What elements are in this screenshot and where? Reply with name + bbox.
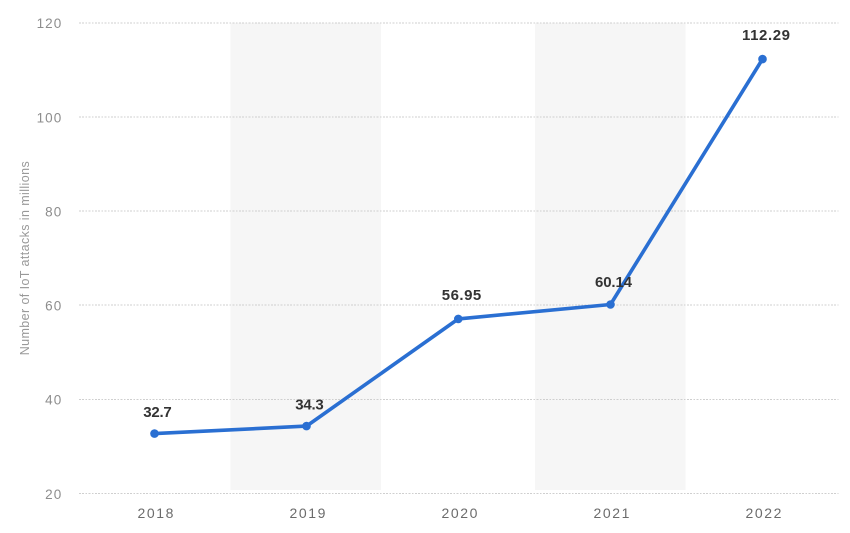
svg-text:56.95: 56.95 (442, 287, 482, 304)
svg-text:34.3: 34.3 (295, 397, 324, 414)
svg-text:2018: 2018 (138, 505, 176, 521)
svg-text:Number of IoT attacks in milli: Number of IoT attacks in millions (18, 161, 32, 355)
svg-text:2022: 2022 (746, 505, 784, 521)
svg-text:2021: 2021 (594, 505, 632, 521)
svg-text:20: 20 (45, 487, 62, 502)
svg-text:60.14: 60.14 (595, 274, 633, 291)
svg-text:2019: 2019 (290, 505, 328, 521)
svg-text:60: 60 (45, 299, 62, 314)
svg-text:100: 100 (37, 110, 63, 125)
svg-text:80: 80 (45, 204, 62, 219)
svg-text:32.7: 32.7 (143, 404, 172, 421)
svg-text:120: 120 (37, 16, 63, 31)
svg-text:112.29: 112.29 (742, 27, 790, 44)
svg-text:2020: 2020 (442, 505, 480, 521)
svg-text:40: 40 (45, 393, 62, 408)
